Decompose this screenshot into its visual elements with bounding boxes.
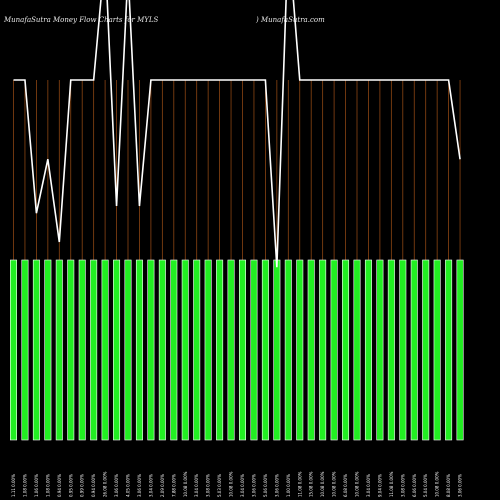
bar — [21, 259, 29, 441]
bar — [342, 259, 350, 441]
bar — [445, 259, 453, 441]
tick-label: 4.05 0.00% — [126, 474, 131, 497]
bar — [67, 259, 75, 441]
bar — [399, 259, 407, 441]
bar — [78, 259, 86, 441]
bar — [387, 259, 395, 441]
bar — [216, 259, 224, 441]
tick-label: 11.08 0.00% — [389, 471, 394, 497]
chart-header-site: ) MunafaSutra.com — [256, 16, 325, 24]
price-line — [13, 0, 461, 268]
tick-label: 3.06 0.00% — [137, 474, 142, 497]
series-line — [13, 0, 461, 268]
tick-label: 0.99 0.00% — [80, 474, 85, 497]
bar — [44, 259, 52, 441]
bars — [10, 259, 464, 441]
tick-label: 5.04 0.00% — [423, 474, 428, 497]
tick-label: 3.04 0.00% — [240, 474, 245, 497]
tick-label: 0.94 0.00% — [91, 474, 96, 497]
bar — [261, 259, 269, 441]
bar — [124, 259, 132, 441]
bar — [113, 259, 121, 441]
bar — [422, 259, 430, 441]
bar — [330, 259, 338, 441]
bar — [284, 259, 292, 441]
bar — [10, 259, 18, 441]
tick-label: 6.06 0.00% — [412, 474, 417, 497]
tick-label: 10.08 0.00% — [355, 471, 360, 497]
bar — [273, 259, 281, 441]
bar — [433, 259, 441, 441]
tick-label: 10.08 0.00% — [229, 471, 234, 497]
tick-label: 0.94 0.00% — [57, 474, 62, 497]
tick-label: 3.06 0.00% — [274, 474, 279, 497]
bar — [376, 259, 384, 441]
x-axis-labels: 1.11 0.00% 1.08 0.00% 1.06 0.00% 1.08 0.00%… — [11, 471, 463, 497]
bar — [319, 259, 327, 441]
bar — [307, 259, 315, 441]
tick-label: 1.00 0.00% — [286, 474, 291, 497]
tick-label: 5.03 0.00% — [217, 474, 222, 497]
tick-label: 15.08 0.00% — [309, 471, 314, 497]
bar — [204, 259, 212, 441]
tick-label: 10.08 0.00% — [332, 471, 337, 497]
bar — [193, 259, 201, 441]
tick-label: 3.06 0.00% — [251, 474, 256, 497]
tick-label: 10.08 0.00% — [435, 471, 440, 497]
tick-label: 3.06 0.00% — [458, 474, 463, 497]
tick-label: 3.04 0.00% — [148, 474, 153, 497]
tick-label: 10.08 0.00% — [320, 471, 325, 497]
bar — [101, 259, 109, 441]
bar — [456, 259, 464, 441]
bar — [90, 259, 98, 441]
tick-label: 3.08 0.00% — [400, 474, 405, 497]
bar — [353, 259, 361, 441]
bar — [135, 259, 143, 441]
bar — [227, 259, 235, 441]
tick-label: 2.09 0.00% — [160, 474, 165, 497]
bar — [239, 259, 247, 441]
tick-label: 26.08 0.00% — [103, 471, 108, 497]
tick-label: 1.08 0.00% — [22, 474, 27, 497]
bar — [364, 259, 372, 441]
tick-label: 3.06 0.00% — [114, 474, 119, 497]
tick-label: 1.06 0.00% — [34, 474, 39, 497]
bar — [55, 259, 63, 441]
tick-label: 3.08 0.00% — [206, 474, 211, 497]
bar — [147, 259, 155, 441]
tick-label: 6.08 0.00% — [343, 474, 348, 497]
tick-label: 1.11 0.00% — [11, 474, 16, 497]
bar — [32, 259, 40, 441]
tick-label: 9.04 0.00% — [377, 474, 382, 497]
bar — [158, 259, 166, 441]
tick-label: 8.08 0.00% — [446, 474, 451, 497]
tick-label: 11.08 0.00% — [297, 471, 302, 497]
tick-label: 0.95 0.00% — [68, 474, 73, 497]
bar — [410, 259, 418, 441]
bar — [296, 259, 304, 441]
tick-label: 7.88 0.00% — [171, 474, 176, 497]
tick-label: 5.06 0.00% — [263, 474, 268, 497]
bar — [170, 259, 178, 441]
chart-header-title: MunafaSutra Money Flow Charts for MYLS — [4, 16, 159, 24]
tick-label: 10.08 0.00% — [183, 471, 188, 497]
tick-label: 3.04 0.00% — [366, 474, 371, 497]
bar — [250, 259, 258, 441]
bar — [181, 259, 189, 441]
tick-label: 3.04 0.00% — [194, 474, 199, 497]
tick-label: 1.08 0.00% — [45, 474, 50, 497]
